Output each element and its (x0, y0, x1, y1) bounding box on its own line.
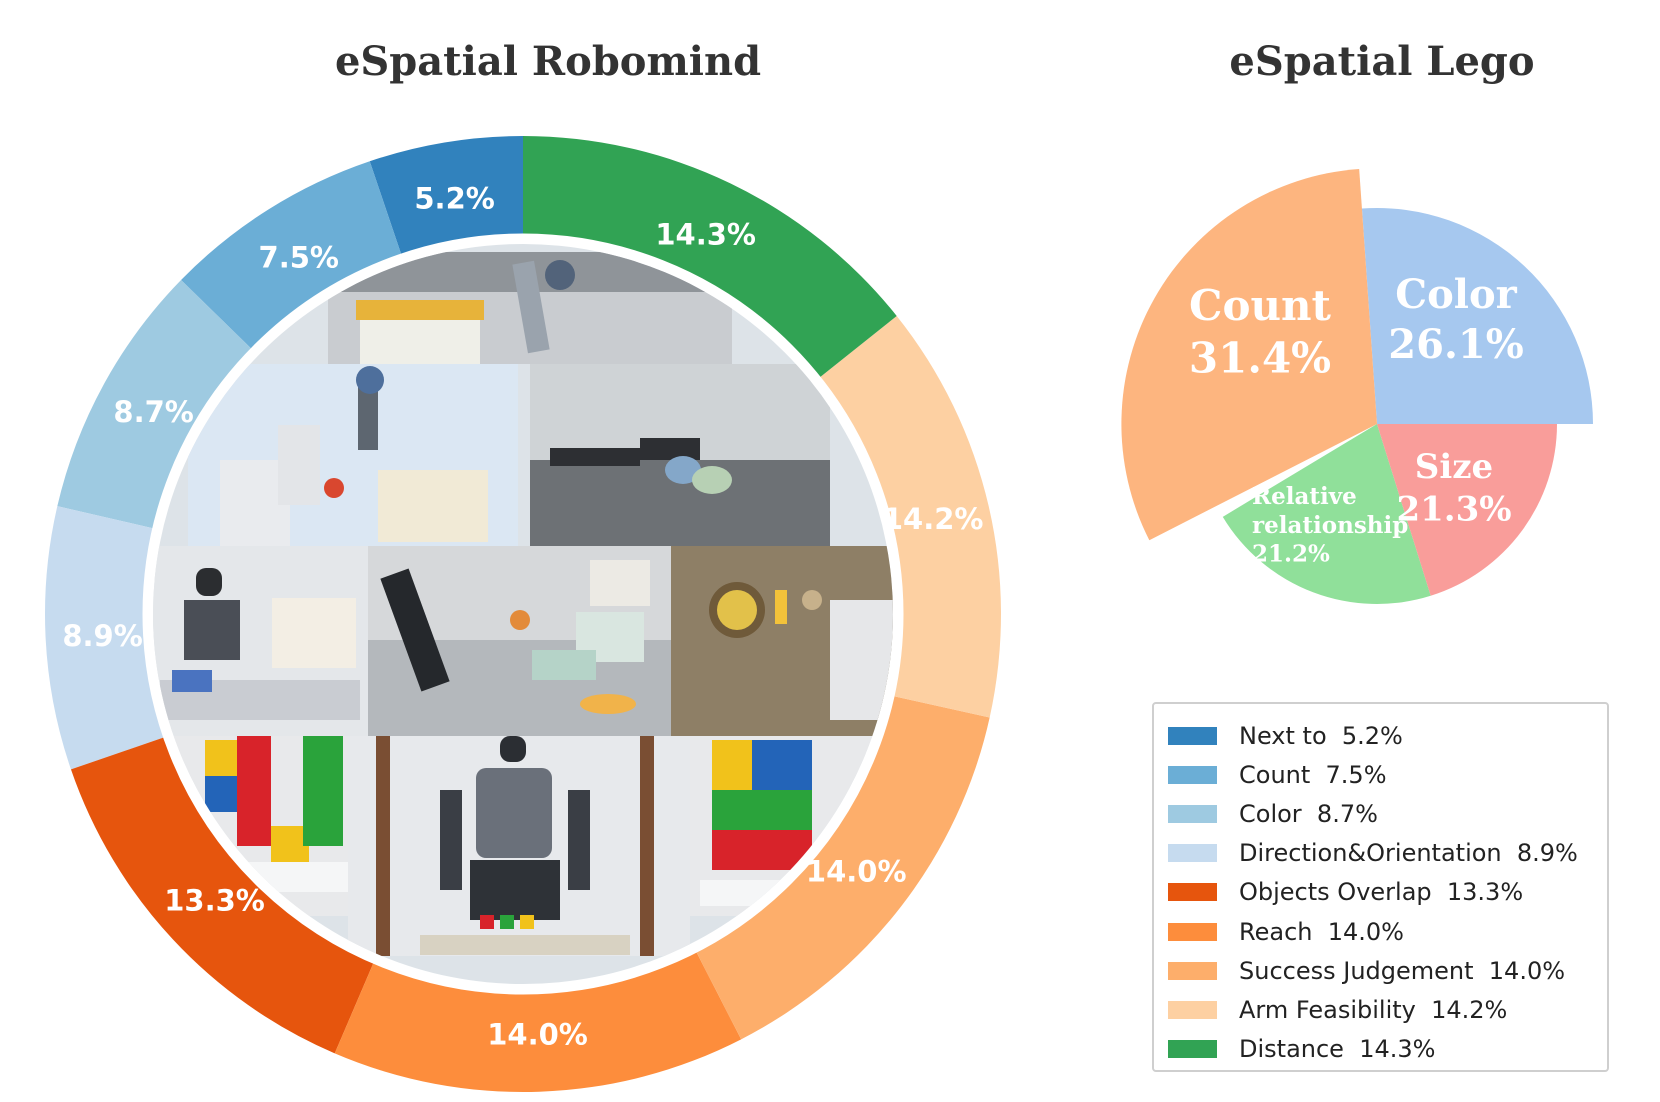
pie-slice-relative-relationship (1222, 424, 1431, 604)
legend-swatch-4 (1168, 883, 1217, 902)
pie-slice-count (1121, 169, 1377, 541)
pie-label-relative-relationship-1: relationship (1252, 512, 1408, 539)
pie-label-relative-relationship-2: 21.2% (1252, 541, 1330, 568)
pie-slice-size (1377, 424, 1557, 596)
donut-slice-3 (44, 506, 164, 770)
donut-label-1: 7.5% (259, 241, 339, 275)
legend-label-4: Objects Overlap 13.3% (1239, 878, 1524, 907)
donut-label-0: 5.2% (414, 182, 494, 216)
donut-label-3: 8.9% (62, 619, 142, 653)
pie-label-size-1: 21.3% (1396, 490, 1511, 530)
pie-label-color-0: Color (1395, 271, 1517, 318)
pie-label-size-0: Size (1415, 447, 1493, 487)
pie-slice-color (1361, 208, 1593, 424)
pie-label-count-0: Count (1189, 281, 1332, 330)
pie-label-count-1: 31.4% (1189, 334, 1331, 383)
legend-swatch-6 (1168, 961, 1217, 980)
donut-slice-1 (181, 161, 402, 349)
donut-slice-5 (334, 952, 742, 1092)
pie-label-color-1: 26.1% (1388, 321, 1523, 368)
robomind-donut: 5.2% 7.5% 8.7% 8.9% 13.3% 14.0% 14.0% 14.2% 14.3… (44, 136, 1001, 1092)
lego-title: eSpatial Lego (1229, 38, 1535, 85)
donut-label-5: 14.0% (487, 1018, 588, 1052)
donut-label-2: 8.7% (113, 395, 193, 429)
legend-swatch-0 (1168, 726, 1217, 745)
donut-label-4: 13.3% (164, 884, 265, 918)
legend-label-0: Next to 5.2% (1239, 721, 1403, 750)
legend-label-5: Reach 14.0% (1239, 917, 1404, 946)
legend-item-2: Color 8.7% (1154, 794, 1607, 833)
legend-swatch-5 (1168, 922, 1217, 941)
legend-label-2: Color 8.7% (1239, 799, 1378, 828)
legend-swatch-3 (1168, 844, 1217, 863)
legend-swatch-8 (1168, 1040, 1217, 1059)
legend-label-3: Direction&Orientation 8.9% (1239, 839, 1578, 868)
legend-label-1: Count 7.5% (1239, 760, 1387, 789)
donut-slice-2 (57, 280, 252, 529)
donut-slice-0 (369, 136, 523, 255)
donut-label-8: 14.3% (655, 218, 756, 252)
donut-slice-7 (820, 315, 1001, 718)
donut-label-7: 14.2% (883, 502, 984, 536)
legend-swatch-2 (1168, 804, 1217, 823)
legend-item-0: Next to 5.2% (1154, 716, 1607, 755)
legend-swatch-7 (1168, 1000, 1217, 1019)
pie-label-relative-relationship-0: Relative (1252, 483, 1357, 510)
legend-item-4: Objects Overlap 13.3% (1154, 873, 1607, 912)
donut-slice-6 (696, 696, 990, 1040)
donut-label-6: 14.0% (806, 854, 907, 888)
legend-label-7: Arm Feasibility 14.2% (1239, 995, 1508, 1024)
legend-item-1: Count 7.5% (1154, 755, 1607, 794)
legend-item-5: Reach 14.0% (1154, 912, 1607, 951)
legend-item-3: Direction&Orientation 8.9% (1154, 834, 1607, 873)
legend-item-7: Arm Feasibility 14.2% (1154, 990, 1607, 1029)
donut-slice-8 (523, 136, 897, 378)
legend-item-6: Success Judgement 14.0% (1154, 951, 1607, 990)
donut-slice-4 (70, 737, 374, 1054)
legend-label-6: Success Judgement 14.0% (1239, 956, 1566, 985)
donut-inner-ring (142, 233, 904, 995)
legend-label-8: Distance 14.3% (1239, 1035, 1436, 1064)
robomind-legend: Next to 5.2% Count 7.5% Color 8.7% Directio… (1152, 702, 1609, 1072)
robomind-title: eSpatial Robomind (334, 38, 762, 85)
legend-swatch-1 (1168, 765, 1217, 784)
legend-item-8: Distance 14.3% (1154, 1030, 1607, 1069)
